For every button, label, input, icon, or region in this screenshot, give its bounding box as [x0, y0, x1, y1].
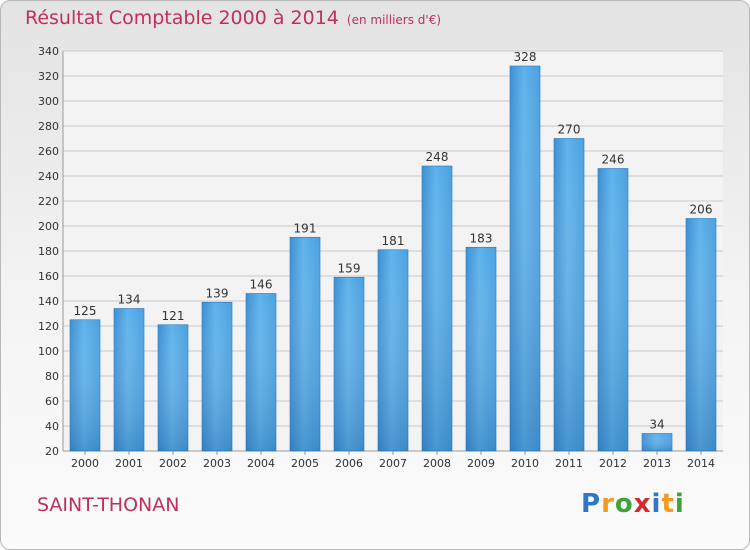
data-label: 181 [382, 234, 405, 248]
bar-shade [246, 293, 276, 451]
data-label: 248 [426, 150, 449, 164]
bar-shade [158, 324, 188, 451]
x-tick-label: 2010 [511, 457, 539, 470]
y-tick-label: 200 [38, 220, 59, 233]
y-tick-label: 220 [38, 195, 59, 208]
bar-shade [642, 433, 672, 451]
y-tick-label: 340 [38, 45, 59, 58]
x-tick-label: 2001 [115, 457, 143, 470]
data-label: 246 [602, 153, 625, 167]
y-tick-label: 160 [38, 270, 59, 283]
y-tick-label: 40 [45, 420, 59, 433]
y-tick-label: 180 [38, 245, 59, 258]
labels: 20 40 60 80 100 120 140 160 180 200 220 240 260 280 30… [38, 45, 715, 470]
location-name: SAINT-THONAN [37, 494, 180, 516]
chart-subtitle: (en milliers d'€) [346, 13, 442, 27]
x-tick-label: 2009 [467, 457, 495, 470]
x-tick-label: 2007 [379, 457, 407, 470]
bar-shade [202, 302, 232, 451]
x-tick-label: 2013 [643, 457, 671, 470]
logo-letter: t [661, 489, 675, 519]
x-tick-label: 2008 [423, 457, 451, 470]
bar-shade [378, 249, 408, 451]
data-label: 191 [294, 221, 317, 235]
chart-title: Résultat Comptable 2000 à 2014 (en millie… [25, 7, 441, 29]
logo-letter: x [633, 489, 652, 519]
y-tick-label: 120 [38, 320, 59, 333]
logo-letter: i [674, 489, 685, 519]
x-tick-label: 2005 [291, 457, 319, 470]
x-tick-label: 2004 [247, 457, 275, 470]
data-label: 134 [118, 293, 141, 307]
data-label: 270 [558, 123, 581, 137]
data-label: 146 [250, 278, 273, 292]
bar-shade [686, 218, 716, 451]
y-tick-label: 280 [38, 120, 59, 133]
proxiti-logo[interactable]: Proxiti [581, 489, 685, 519]
x-tick-label: 2006 [335, 457, 363, 470]
x-tick-label: 2002 [159, 457, 187, 470]
bar-shade [422, 166, 452, 451]
x-tick-label: 2003 [203, 457, 231, 470]
y-tick-label: 320 [38, 70, 59, 83]
y-tick-label: 240 [38, 170, 59, 183]
y-tick-label: 260 [38, 145, 59, 158]
data-label: 206 [690, 203, 713, 217]
bars [69, 65, 717, 452]
x-tick-label: 2014 [687, 457, 715, 470]
title-text: Résultat Comptable 2000 à 2014 [25, 7, 339, 29]
data-label: 125 [74, 304, 97, 318]
data-label: 183 [470, 231, 493, 245]
y-tick-label: 80 [45, 370, 59, 383]
x-tick-label: 2012 [599, 457, 627, 470]
x-tick-label: 2011 [555, 457, 583, 470]
bar-shade [70, 319, 100, 451]
logo-letter: r [601, 489, 615, 519]
bar-shade [598, 168, 628, 451]
data-label: 121 [162, 309, 185, 323]
y-tick-label: 100 [38, 345, 59, 358]
y-tick-label: 140 [38, 295, 59, 308]
logo-letter: P [581, 489, 602, 519]
logo-letter: o [614, 489, 634, 519]
data-label: 139 [206, 286, 229, 300]
y-tick-label: 60 [45, 395, 59, 408]
data-label: 159 [338, 261, 361, 275]
bar-shade [510, 66, 540, 451]
y-tick-label: 20 [45, 445, 59, 458]
bar-shade [334, 277, 364, 451]
data-label: 34 [649, 418, 664, 432]
x-tick-label: 2000 [71, 457, 99, 470]
bar-shade [290, 237, 320, 451]
data-label: 328 [514, 50, 537, 64]
bar-shade [114, 308, 144, 451]
bar-shade [466, 247, 496, 451]
y-tick-label: 300 [38, 95, 59, 108]
logo-letter: i [651, 489, 662, 519]
bar-shade [554, 138, 584, 451]
